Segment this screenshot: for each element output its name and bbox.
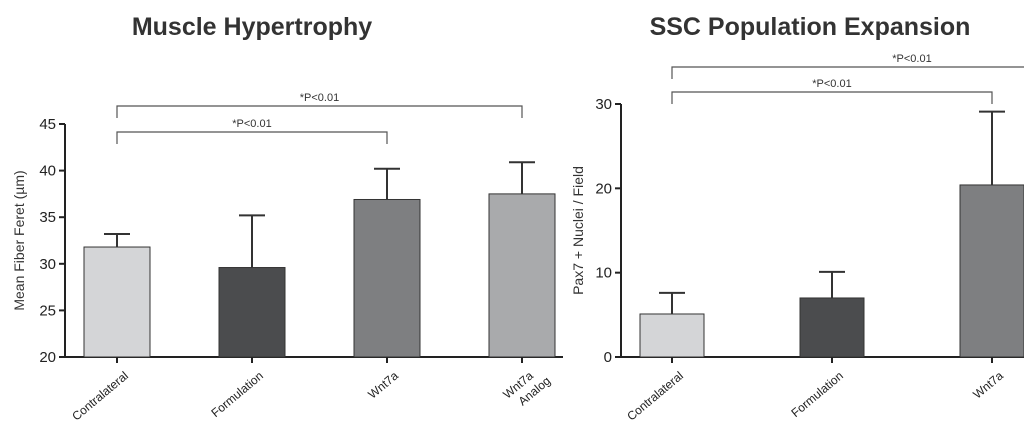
x-tick-label-line: Formulation — [208, 369, 266, 420]
x-tick-label: Formulation — [208, 369, 266, 420]
y-tick-label: 40 — [39, 163, 56, 180]
significance-bracket — [671, 91, 993, 104]
x-tick-label-line: Formulation — [788, 369, 846, 420]
significance-bracket — [671, 66, 1024, 79]
x-tick-label: Wnt7a — [970, 368, 1006, 401]
x-tick-label: Contralateral — [624, 369, 686, 424]
x-tick-label: Contralateral — [69, 369, 131, 424]
x-tick-label: Wnt7a — [365, 368, 401, 401]
bar — [799, 297, 865, 358]
y-tick-label: 45 — [39, 116, 56, 133]
y-tick-label: 35 — [39, 209, 56, 226]
x-tick-label-line: Contralateral — [69, 369, 131, 424]
x-tick-label-line: Contralateral — [624, 369, 686, 424]
bar — [353, 198, 421, 358]
significance-label: *P<0.01 — [232, 118, 271, 130]
chart-1: Muscle Hypertrophy Mean Fiber Feret (µm) 2… — [11, 13, 563, 423]
x-tick-label-line: Wnt7a — [365, 368, 401, 401]
significance-label: *P<0.01 — [300, 92, 339, 104]
bar — [218, 267, 286, 358]
x-tick-label: Formulation — [788, 369, 846, 420]
y-tick-label: 20 — [595, 180, 612, 197]
significance-bracket — [116, 131, 388, 144]
significance-bracket — [116, 105, 523, 118]
y-axis-label: Pax7 + Nuclei / Field — [570, 166, 586, 295]
x-tick-label: Wnt7aAnalog — [500, 362, 553, 413]
chart-title: SSC Population Expansion — [650, 13, 971, 41]
bar — [83, 246, 151, 358]
y-tick-label: 0 — [604, 349, 612, 366]
bar — [488, 193, 556, 358]
significance-label: *P<0.01 — [812, 78, 851, 90]
y-tick-label: 30 — [595, 96, 612, 113]
y-tick-label: 25 — [39, 302, 56, 319]
chart-title: Muscle Hypertrophy — [132, 13, 372, 41]
x-tick-label-line: Wnt7a — [970, 368, 1006, 401]
significance-label: *P<0.01 — [892, 53, 931, 65]
y-tick-label: 20 — [39, 349, 56, 366]
y-tick-label: 10 — [595, 265, 612, 282]
bar — [959, 184, 1024, 358]
y-axis-label: Mean Fiber Feret (µm) — [11, 170, 27, 310]
chart-2: SSC Population Expansion Pax7 + Nuclei / … — [570, 13, 1024, 423]
y-tick-label: 30 — [39, 256, 56, 273]
bar — [639, 313, 705, 358]
